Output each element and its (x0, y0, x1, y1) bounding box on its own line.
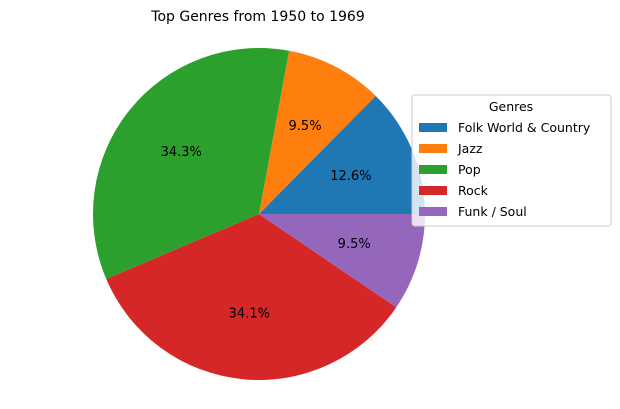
pie-slice-label-pop: 34.3% (161, 145, 202, 160)
chart-title: Top Genres from 1950 to 1969 (150, 9, 364, 25)
legend-label-jazz: Jazz (457, 141, 483, 156)
pie-slice-rock (106, 214, 397, 380)
legend-items: Folk World & Country Jazz Pop Rock Funk / So… (419, 120, 591, 219)
pie-slice-label-jazz: 9.5% (289, 119, 322, 134)
legend-swatch-funk-soul (419, 207, 447, 216)
legend-swatch-rock (419, 186, 447, 195)
legend-swatch-folk-world-country (419, 123, 447, 132)
legend-label-rock: Rock (458, 183, 489, 198)
legend-swatch-pop (419, 165, 447, 174)
pie-slice-label-funk-soul: 9.5% (338, 237, 371, 252)
pie-slice-funk-soul (259, 214, 425, 308)
legend-title: Genres (489, 99, 533, 114)
pie-slice-label-folk-world-country: 12.6% (330, 169, 371, 184)
legend-label-pop: Pop (458, 162, 481, 177)
legend-frame (411, 94, 612, 227)
legend-swatch-jazz (419, 144, 447, 153)
legend-label-folk-world-country: Folk World & Country (458, 120, 591, 135)
pie-labels: 12.6% 9.5% 34.3% 34.1% 9.5% (161, 119, 372, 321)
pie-slice-folk-world-country (259, 95, 425, 214)
pie-slice-pop (93, 48, 290, 279)
legend-label-funk-soul: Funk / Soul (458, 204, 527, 219)
pie-slice-jazz (259, 50, 376, 215)
pie-slices (93, 48, 425, 380)
legend: Genres Folk World & Country Jazz Pop Rock Fu… (411, 94, 612, 227)
pie-slice-label-rock: 34.1% (229, 307, 270, 322)
